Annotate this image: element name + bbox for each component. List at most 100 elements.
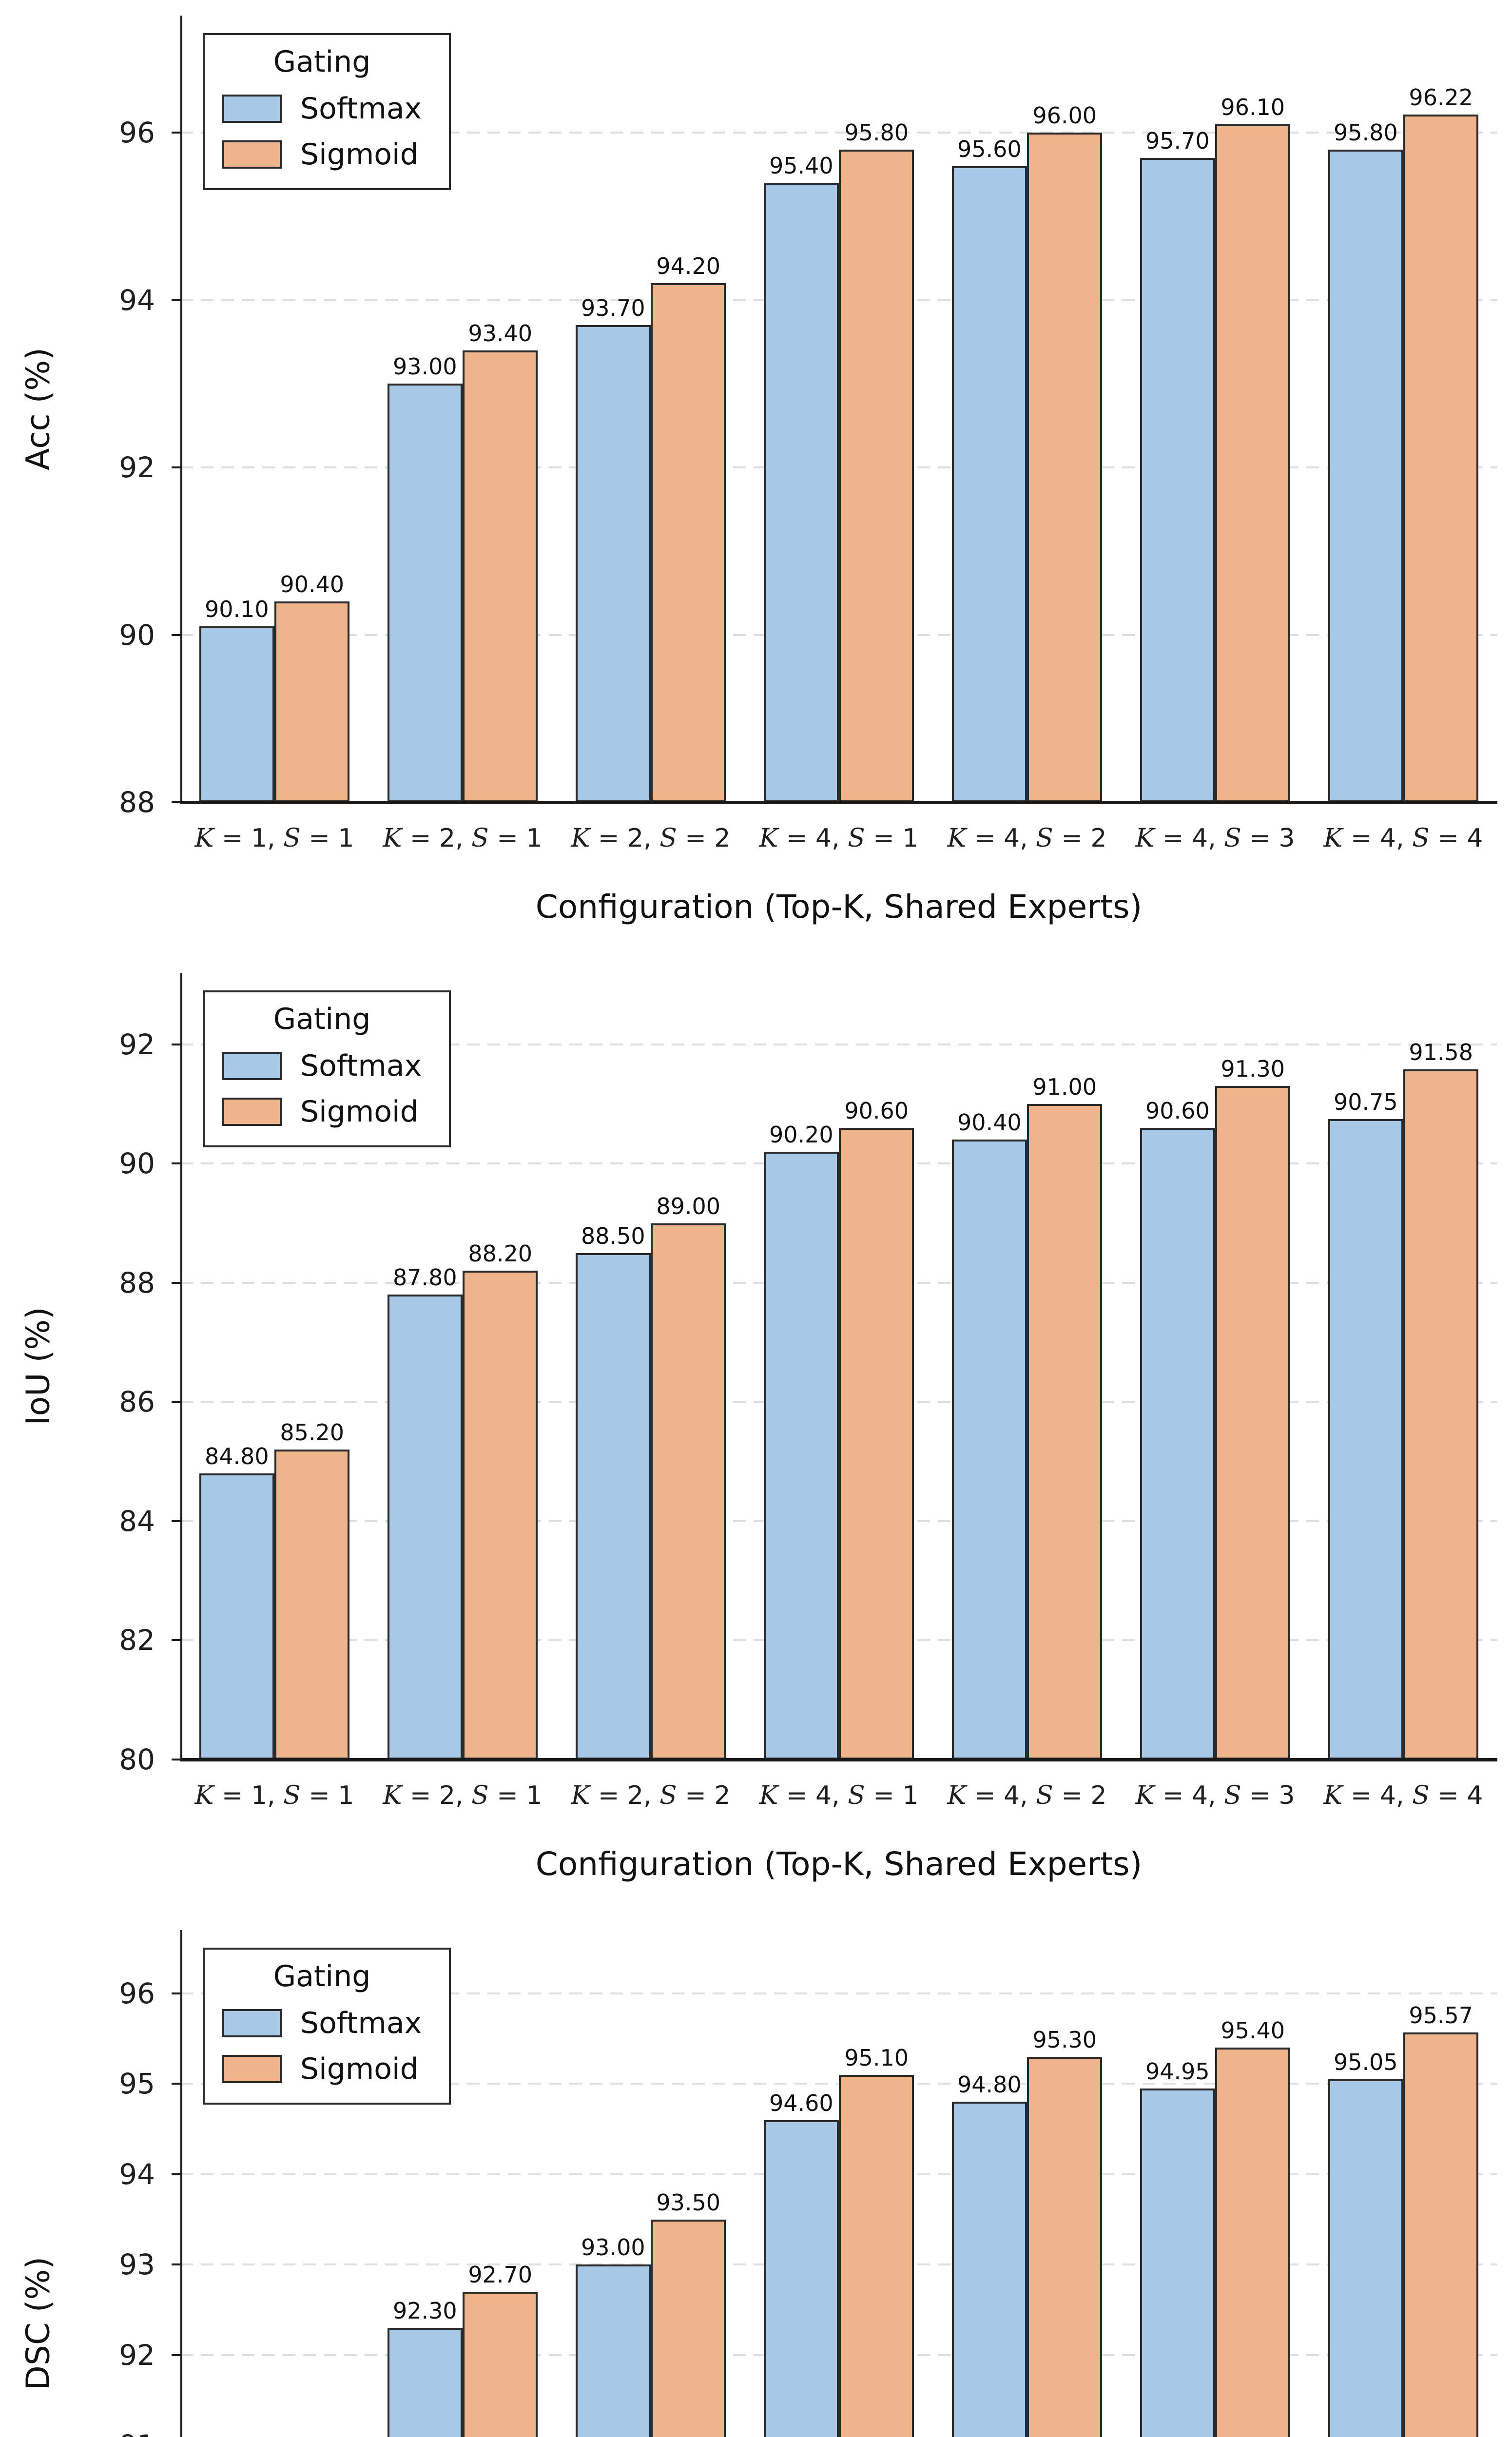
bar-value-label: 95.70 [1145,127,1210,154]
bar-sigmoid [463,350,538,802]
bar-sigmoid [839,1127,914,1760]
bar-softmax [387,384,463,802]
bar-softmax [387,1295,463,1760]
x-tick-label: K = 4, S = 1 [759,1781,919,1810]
y-tick-mark [172,634,180,636]
y-tick-mark [172,2173,180,2175]
y-tick-label: 90 [119,1147,155,1180]
bar-value-label: 96.22 [1409,84,1473,111]
y-axis-spine [180,1930,182,2437]
bar-softmax [763,1151,839,1760]
x-tick-label: K = 4, S = 4 [1323,1781,1483,1810]
y-tick-mark [172,1520,180,1522]
x-axis-spine [180,801,1497,804]
legend-label: Softmax [300,92,422,126]
gridline [180,132,1497,134]
bar-sigmoid [1215,1086,1291,1760]
bar-sigmoid [839,149,914,802]
y-tick-label: 86 [119,1385,155,1419]
bar-value-label: 95.05 [1333,2049,1398,2076]
bar-value-label: 94.95 [1145,2058,1210,2085]
y-tick-label: 88 [119,1266,155,1299]
x-tick-label: K = 4, S = 3 [1135,824,1295,853]
bar-value-label: 95.40 [1221,2017,1285,2044]
bar-value-label: 93.00 [392,353,457,380]
bar-value-label: 95.60 [957,136,1022,163]
x-tick-label: K = 1, S = 1 [194,1781,354,1810]
bar-value-label: 88.20 [468,1240,533,1267]
y-tick-label: 82 [119,1624,155,1657]
y-tick-label: 88 [119,786,155,819]
y-tick-label: 96 [119,1976,155,2010]
legend-swatch-sigmoid [222,2055,282,2083]
x-tick-label: K = 2, S = 2 [571,1781,731,1810]
bar-value-label: 93.00 [581,2234,645,2261]
bar-softmax [1140,2088,1215,2437]
legend-swatch-softmax [222,2009,282,2037]
iou-bar-chart: IoU (%) Configuration (Top-K, Shared Exp… [0,957,1512,1915]
y-axis-spine [180,973,182,1760]
bar-softmax [199,1473,274,1760]
y-tick-label: 92 [119,451,155,484]
bar-softmax [1328,2079,1403,2437]
bar-value-label: 90.40 [280,571,345,598]
bar-softmax [387,2328,463,2437]
bar-sigmoid [651,283,726,802]
legend-label: Sigmoid [300,2052,419,2086]
legend-entry-sigmoid: Sigmoid [222,1095,422,1129]
bar-value-label: 90.60 [844,1097,909,1124]
bar-sigmoid [651,1223,726,1760]
bar-value-label: 91.00 [1032,1074,1097,1100]
bar-value-label: 91.30 [1221,1056,1285,1083]
y-tick-label: 92 [119,1027,155,1061]
bar-softmax [763,183,839,802]
y-tick-label: 94 [119,283,155,317]
bar-sigmoid [463,1271,538,1760]
y-tick-label: 92 [119,2338,155,2372]
bar-value-label: 95.57 [1409,2002,1473,2029]
legend-swatch-sigmoid [222,1098,282,1126]
bar-value-label: 87.80 [392,1264,457,1291]
y-axis-spine [180,16,182,802]
y-tick-mark [172,1043,180,1045]
bar-sigmoid [651,2219,726,2437]
x-tick-label: K = 4, S = 2 [947,824,1107,853]
y-tick-mark [172,132,180,134]
dsc-bar-chart: DSC (%) Configuration (Top-K, Shared Exp… [0,1915,1512,2437]
bar-value-label: 96.00 [1032,102,1097,129]
y-tick-label: 94 [119,2157,155,2191]
bar-sigmoid [1403,2032,1479,2437]
bar-sigmoid [274,1450,350,1760]
bar-sigmoid [1403,114,1479,802]
y-tick-mark [172,1759,180,1760]
legend-label: Softmax [300,1049,422,1083]
y-tick-mark [172,1639,180,1642]
legend-title: Gating [273,1959,371,1993]
y-tick-mark [172,1281,180,1284]
bar-sigmoid [1027,2056,1103,2437]
y-tick-mark [172,1162,180,1165]
y-tick-label: 93 [119,2248,155,2282]
bar-value-label: 88.50 [581,1222,645,1249]
legend: Gating Softmax Sigmoid [203,33,451,190]
legend-swatch-softmax [222,95,282,123]
bar-value-label: 90.20 [769,1121,834,1148]
bar-softmax [1328,149,1403,802]
gridline [180,1992,1497,1994]
bar-value-label: 95.30 [1032,2026,1097,2053]
x-tick-label: K = 4, S = 3 [1135,1781,1295,1810]
bar-value-label: 92.70 [468,2262,533,2288]
bar-value-label: 85.20 [280,1419,345,1446]
x-tick-label: K = 2, S = 2 [571,824,731,853]
bar-value-label: 91.58 [1409,1039,1473,1066]
bar-softmax [199,626,274,802]
bar-value-label: 96.10 [1221,94,1285,121]
bar-softmax [575,2264,651,2437]
gridline [180,1043,1497,1045]
y-tick-mark [172,1992,180,1994]
bar-softmax [1140,157,1215,802]
y-tick-label: 90 [119,618,155,652]
bar-sigmoid [839,2074,914,2437]
legend-entry-softmax: Softmax [222,2006,422,2040]
y-tick-mark [172,2354,180,2356]
